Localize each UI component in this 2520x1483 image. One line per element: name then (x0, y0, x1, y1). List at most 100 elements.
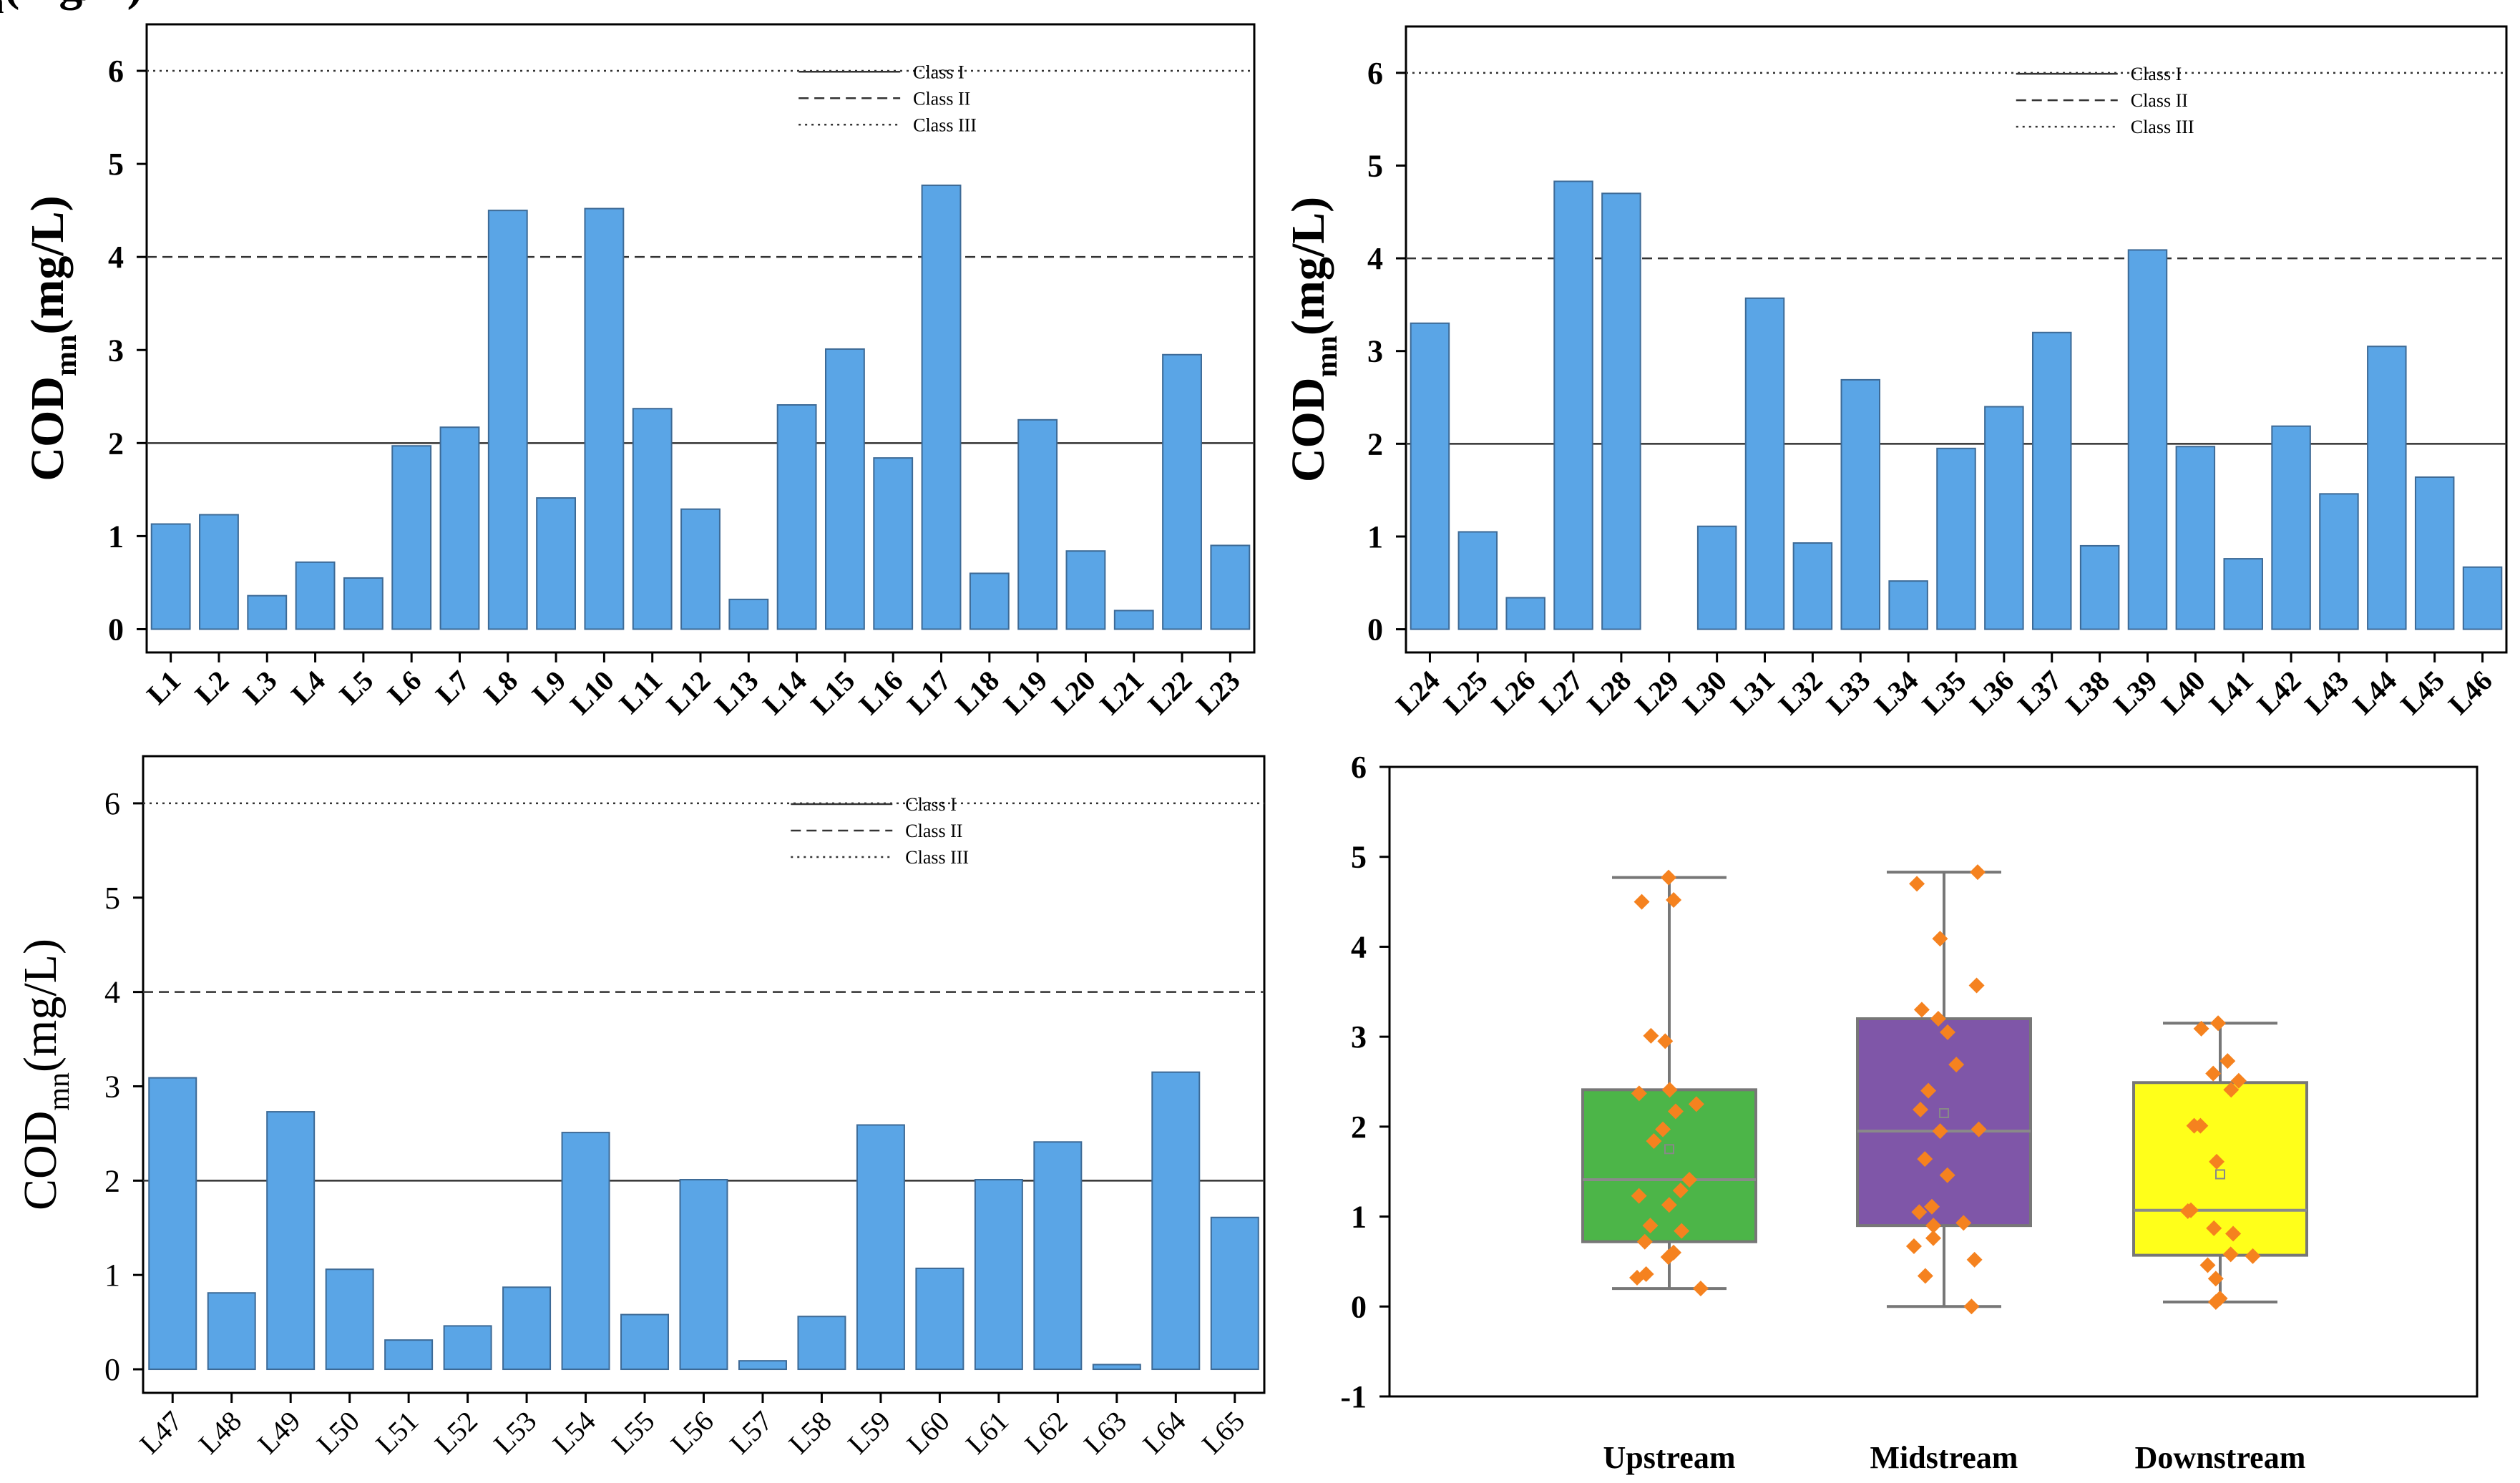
bar (2462, 566, 2503, 630)
data-point (1688, 1096, 1704, 1112)
x-tick-label: L53 (487, 1405, 542, 1460)
data-point (1968, 977, 1985, 994)
bar (679, 1179, 728, 1371)
bar (856, 1124, 905, 1371)
data-point (2199, 1257, 2216, 1273)
x-tick-label: L1 (140, 665, 187, 711)
y-tick-label: 1 (108, 519, 124, 554)
bar (1092, 1364, 1141, 1371)
bar (1113, 610, 1154, 630)
mean-marker (2215, 1169, 2225, 1180)
x-tick-label: L37 (2011, 665, 2068, 721)
data-point (1955, 1215, 1972, 1231)
bar (502, 1286, 552, 1371)
panel-bottom-right-box-plot: -1 0 1 2 3 4 5 6 CODmn(mg/L) Upstream Midstream Dow… (0, 0, 2479, 1475)
data-point (1636, 1233, 1653, 1250)
bar (207, 1292, 256, 1371)
x-tick-label: L31 (1724, 665, 1781, 721)
bar (1162, 353, 1202, 630)
x-tick-label: L2 (188, 665, 235, 711)
y-tick-label: 0 (104, 1352, 120, 1387)
y-tick-label: 5 (104, 881, 120, 916)
y-tick-label: 2 (108, 426, 124, 461)
data-point (1930, 1011, 1946, 1027)
x-tick-label: L58 (782, 1405, 837, 1460)
y-axis-label: CODmn(mg/L) (1282, 197, 1344, 482)
data-point (1913, 1101, 1929, 1117)
data-point (1631, 1188, 1647, 1204)
bar (2175, 446, 2216, 630)
x-tick-label: L35 (1915, 665, 1972, 721)
x-tick-label: L61 (959, 1405, 1015, 1460)
bar (1033, 1141, 1083, 1371)
y-tick-label: 5 (108, 147, 124, 182)
bar (266, 1111, 316, 1371)
data-point (1657, 1033, 1674, 1049)
y-axis-label: CODmn(mg/L) (0, 0, 143, 20)
y-tick-label: 5 (1367, 148, 1383, 183)
bar (1601, 192, 1641, 630)
x-tick-label: L14 (756, 665, 813, 721)
x-tick-label: L45 (2394, 665, 2451, 721)
legend-label: Class III (905, 847, 969, 868)
data-point (1660, 1249, 1676, 1266)
x-tick-label: L12 (660, 665, 716, 721)
bar (1696, 525, 1737, 630)
data-point (1666, 892, 1682, 909)
x-tick-label: L50 (311, 1405, 366, 1460)
bar (1984, 406, 2024, 630)
bar (148, 1077, 197, 1371)
data-point (1661, 1197, 1677, 1213)
y-tick-label: 0 (1351, 1289, 1367, 1324)
bar (1553, 180, 1593, 630)
bar (620, 1313, 670, 1371)
box-midstream (1856, 1017, 2032, 1228)
bar (561, 1132, 610, 1371)
y-tick-label: 4 (108, 240, 124, 275)
panel-top-left-bar-chart: L1 L2 L3 L4 L5 L6 L7 L8 L9L10L11L12L13L14L15L16L… (21, 23, 1256, 721)
y-tick-label: 2 (1367, 426, 1383, 461)
y-tick-label: 2 (104, 1163, 120, 1198)
bar (921, 185, 962, 630)
bar (2319, 493, 2359, 630)
x-tick-label: L3 (237, 665, 283, 711)
data-point (2205, 1065, 2222, 1082)
y-tick-label: 6 (1351, 750, 1367, 785)
bar (443, 1325, 492, 1371)
bar (536, 497, 577, 630)
bar (974, 1179, 1023, 1371)
category-label-upstream: Upstream (1603, 1440, 1736, 1475)
y-tick-label: 0 (108, 612, 124, 647)
y-tick-label: -1 (1340, 1379, 1367, 1414)
x-tick-label: L40 (2155, 665, 2212, 721)
y-tick-label: 2 (1351, 1110, 1367, 1145)
x-tick-label: L44 (2346, 665, 2403, 721)
bar (797, 1316, 846, 1371)
data-point (1939, 1167, 1955, 1183)
bar (439, 426, 480, 630)
bar (915, 1267, 964, 1371)
data-point (1932, 931, 1948, 947)
x-tick-label: L39 (2107, 665, 2164, 721)
bar (2271, 425, 2311, 630)
data-point (2223, 1082, 2240, 1098)
x-tick-label: L63 (1078, 1405, 1133, 1460)
x-tick-label: L42 (2250, 665, 2307, 721)
data-point (1633, 894, 1650, 910)
data-point (1970, 1121, 1987, 1137)
bar (1151, 1071, 1201, 1371)
x-tick-label: L10 (564, 665, 620, 721)
x-tick-label: L59 (841, 1405, 897, 1460)
data-point (1932, 1123, 1948, 1140)
y-tick-label: 1 (104, 1258, 120, 1293)
x-tick-label: L57 (723, 1405, 778, 1460)
x-tick-label: L21 (1093, 665, 1150, 721)
x-tick-label: L36 (1963, 665, 2020, 721)
x-tick-label: L34 (1868, 665, 1925, 721)
bar (584, 207, 625, 630)
data-point (2230, 1072, 2247, 1089)
y-tick-label: 4 (1367, 241, 1383, 276)
x-tick-label: L48 (192, 1405, 248, 1460)
x-tick-label: L13 (708, 665, 765, 721)
